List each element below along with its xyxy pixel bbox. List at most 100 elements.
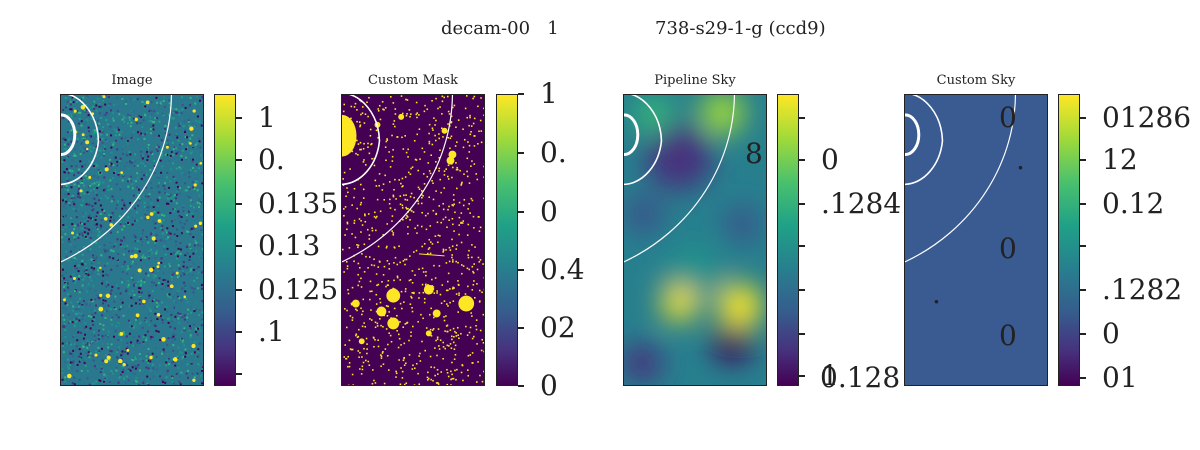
colorbar-tick (236, 245, 242, 247)
star-point (99, 266, 102, 270)
panel-title-image: Image (111, 73, 153, 88)
star-point (175, 271, 179, 275)
star-point (149, 212, 154, 216)
panel-overlay-label: 8 (745, 137, 763, 170)
panel-overlay-label: . (1016, 143, 1025, 176)
star-point (119, 331, 124, 336)
star-point (104, 359, 109, 364)
colorbar-tick-label: 0.12 (1102, 187, 1165, 220)
colorbar-tick (799, 159, 805, 161)
star-point (193, 183, 197, 187)
star-point (63, 298, 66, 302)
colorbar-tick-label: .1282 (1102, 273, 1183, 306)
bright-star-arc (61, 113, 77, 157)
star-point (146, 215, 150, 220)
star-point (66, 373, 72, 379)
custom-mask-colorbar (496, 94, 518, 386)
mask-background (342, 95, 484, 385)
panel-overlay-label: 0 (999, 101, 1017, 134)
colorbar-tick (799, 333, 805, 335)
custom-mask-heatmap (341, 94, 485, 386)
star-point (102, 95, 106, 99)
mask-blob (425, 330, 432, 337)
ccd-arc-outer (905, 95, 1016, 263)
sky-blob (718, 283, 763, 328)
ccd-arc-inner (342, 95, 381, 186)
star-point (157, 261, 161, 265)
colorbar-tick (799, 245, 805, 247)
star-point (88, 175, 92, 179)
sky-blob (712, 323, 753, 364)
ccd-arc-inner (905, 95, 944, 186)
image-heatmap (60, 94, 204, 386)
figure-suptitle: decam-00 1 738-s29-1-g (ccd9) (0, 18, 1200, 42)
colorbar-tick (799, 375, 805, 377)
star-point (172, 357, 178, 362)
colorbar-tick (1080, 203, 1086, 205)
colorbar-tick-label: 0 (1102, 317, 1120, 350)
sky-blob (624, 194, 664, 235)
ccd-arc-outer (342, 95, 453, 263)
colorbar-tick-label: .1284 (821, 187, 902, 220)
star-point (169, 284, 174, 289)
colorbar-tick (518, 152, 524, 154)
mask-blob (458, 295, 475, 312)
bright-star-arc (905, 113, 921, 157)
colorbar-tick-label: 0 (540, 369, 558, 402)
pipeline-sky-heatmap (623, 94, 767, 386)
star-point (103, 216, 108, 221)
colorbar-tick-label: 1 (540, 77, 558, 110)
colorbar-tick-label: 0.13 (258, 229, 321, 262)
star-point (156, 312, 161, 317)
pipeline-sky-colorbar (777, 94, 799, 386)
star-point (194, 224, 198, 228)
colorbar-tick-label: 0 (540, 195, 558, 228)
panel-title-custom-sky: Custom Sky (936, 73, 1016, 88)
panel-overlay-label: . (932, 277, 941, 310)
bright-star-arc (624, 113, 640, 157)
colorbar-tick (236, 203, 242, 205)
mask-blob (446, 156, 455, 165)
star-point (120, 171, 124, 175)
colorbar-tick-label: 02 (540, 311, 576, 344)
ccd-arc-inner (624, 95, 663, 186)
star-point (105, 293, 111, 299)
mask-bright-star (342, 114, 357, 157)
star-point (80, 104, 86, 110)
colorbar-tick (799, 117, 805, 119)
star-point (157, 219, 162, 223)
colorbar-tick (518, 93, 524, 95)
colorbar-tick-label: 1 (258, 101, 276, 134)
star-point (126, 348, 130, 352)
colorbar-tick (236, 373, 242, 375)
star-point (106, 355, 111, 360)
colorbar-tick-label: 12 (1102, 143, 1138, 176)
mask-streak (418, 253, 445, 257)
star-point (122, 363, 126, 367)
colorbar-tick-label: 0 (821, 143, 839, 176)
star-point (98, 306, 104, 312)
colorbar-tick (1080, 159, 1086, 161)
mask-blob (423, 284, 434, 295)
star-point (137, 268, 142, 273)
panel-title-pipeline-sky: Pipeline Sky (654, 73, 736, 88)
colorbar-tick (236, 289, 242, 291)
mask-blob (351, 299, 360, 308)
colorbar-tick (1080, 245, 1086, 247)
custom-sky-heatmap (904, 94, 1048, 386)
star-point (134, 117, 138, 122)
star-point (79, 189, 83, 193)
star-point (198, 221, 203, 226)
image-background (61, 95, 203, 385)
colorbar-tick (1080, 377, 1086, 379)
star-point (149, 355, 153, 360)
panel-overlay-label: 0.128 (820, 361, 901, 394)
sky-blob (700, 95, 745, 135)
colorbar-tick-label: 01 (1102, 361, 1138, 394)
colorbar-tick (236, 159, 242, 161)
mask-blob (358, 338, 365, 345)
star-point (135, 313, 140, 318)
star-point (156, 265, 160, 269)
star-point (148, 267, 154, 273)
colorbar-tick (799, 289, 805, 291)
